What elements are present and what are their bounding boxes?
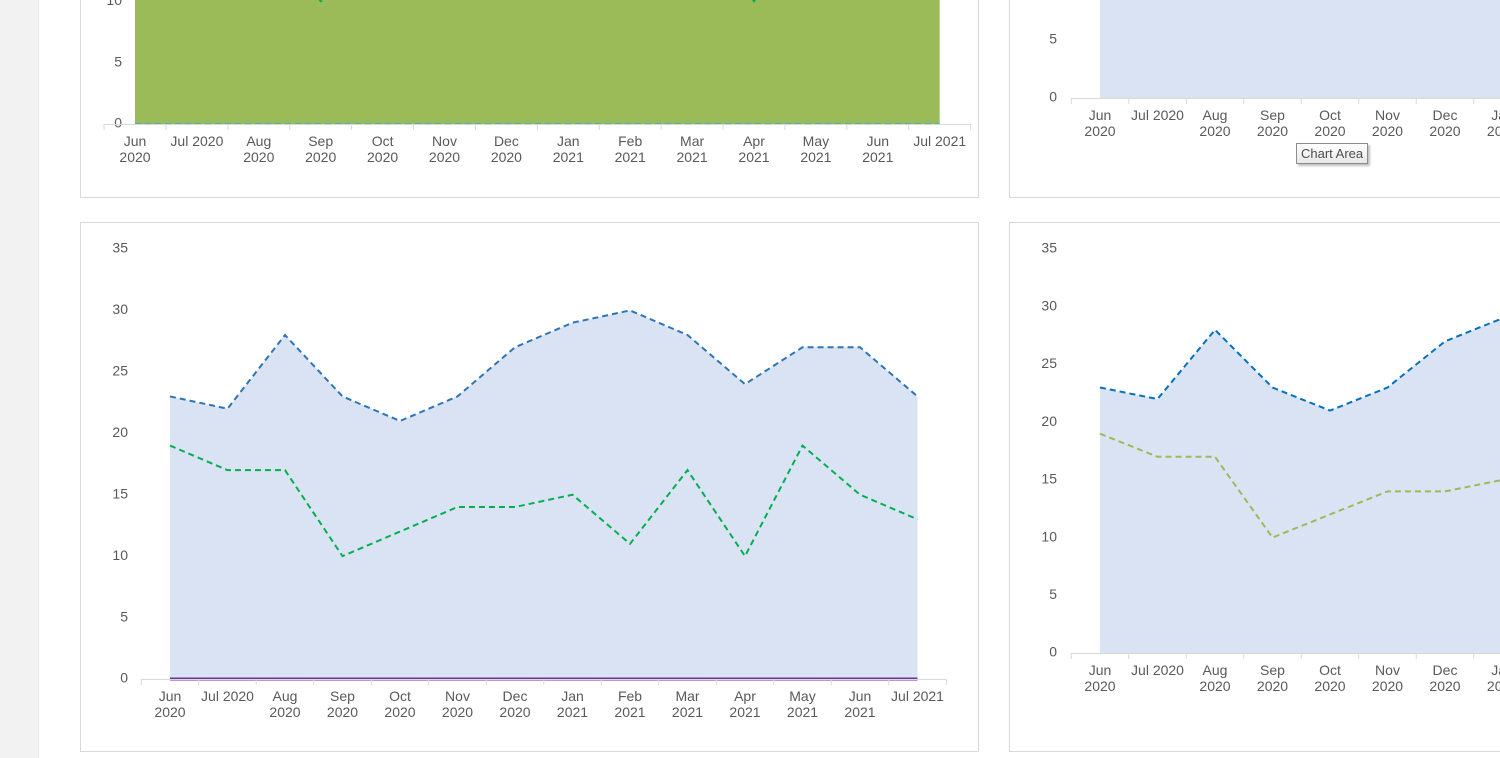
- x-tick-label: Oct 2020: [367, 133, 399, 165]
- y-tick-label: 25: [112, 363, 128, 379]
- x-tick-label: Jul 2021: [891, 688, 944, 704]
- x-tick-label: Jun 2020: [1084, 107, 1116, 139]
- area: [135, 0, 940, 124]
- chart: 0 5 10: [80, 0, 979, 198]
- y-tick-label: 15: [112, 485, 128, 501]
- x-tick-label: Jul 2020: [1131, 662, 1184, 678]
- y-tick-label: 0: [120, 670, 128, 686]
- row-header-strip: [0, 0, 39, 758]
- y-tick-label: 30: [1041, 297, 1057, 313]
- x-tick-label: Dec 2020: [490, 133, 522, 165]
- x-tick-label: Mar 2021: [671, 688, 704, 720]
- series-line: [1099, 432, 1500, 539]
- area: [170, 310, 918, 679]
- y-tick-label: 10: [106, 0, 122, 8]
- x-tick-label: May 2021: [786, 688, 819, 720]
- x-tick-label: May 2021: [800, 133, 832, 165]
- x-tick-label: Aug 2020: [1199, 107, 1231, 139]
- chart: 0 5 10 15 20 25 30 35: [80, 222, 979, 752]
- x-tick-label: Jun 2020: [154, 688, 186, 720]
- y-tick-label: 5: [120, 608, 128, 624]
- x-tick-label: Nov 2020: [428, 133, 461, 165]
- x-tick-label: Dec 2020: [1429, 662, 1461, 694]
- x-tick-label: Sep 2020: [326, 688, 359, 720]
- area: [1100, 0, 1500, 98]
- x-tick-label: Aug 2020: [269, 688, 301, 720]
- x-tick-label: Nov 2020: [441, 688, 474, 720]
- x-tick-label: Dec 2020: [499, 688, 531, 720]
- x-tick-label: Aug 2020: [243, 133, 275, 165]
- area: [1100, 319, 1500, 653]
- x-tick-label: Feb 2021: [614, 688, 646, 720]
- x-tick-label: Jul 2021: [913, 133, 967, 149]
- y-tick-label: 0: [114, 115, 122, 131]
- y-tick-label: 0: [1049, 644, 1057, 660]
- x-tick-label: Sep 2020: [1256, 662, 1289, 694]
- x-tick-label: Jul 2020: [201, 688, 254, 704]
- series-line: [1099, 318, 1500, 412]
- x-tick-label: Jan 2021: [556, 688, 589, 720]
- x-tick-label: Nov 2020: [1371, 107, 1404, 139]
- y-tick-label: 10: [112, 547, 128, 563]
- series-line: [169, 309, 919, 423]
- y-tick-label: 15: [1041, 471, 1057, 487]
- y-tick-label: 5: [114, 53, 122, 69]
- y-tick-label: 35: [1041, 240, 1057, 256]
- x-tick-label: Apr 2021: [729, 688, 761, 720]
- chart: 0 5 10 15 20 25 30 35: [1009, 222, 1500, 752]
- x-tick-label: Jul 2020: [170, 133, 224, 149]
- x-tick-label: Oct 2020: [1314, 107, 1346, 139]
- y-tick-label: 20: [112, 424, 128, 440]
- x-tick-label: Aug 2020: [1199, 662, 1231, 694]
- x-tick-label: Apr 2021: [738, 133, 770, 165]
- tooltip: Chart Area: [1296, 143, 1369, 164]
- x-tick-label: Dec 2020: [1429, 107, 1461, 139]
- y-tick-label: 35: [112, 240, 128, 256]
- series-line: [169, 443, 918, 559]
- x-tick-label: Jan 2021: [552, 133, 584, 165]
- x-tick-label: Sep 2020: [1256, 107, 1289, 139]
- chart: 05: [1009, 0, 1500, 198]
- x-tick-label: Jun 2020: [1084, 662, 1116, 694]
- x-tick-label: Jun 2021: [862, 133, 894, 165]
- x-tick-label: Sep 2020: [305, 133, 337, 165]
- y-tick-label: 0: [1049, 89, 1057, 105]
- y-tick-label: 10: [1041, 528, 1057, 544]
- x-tick-label: Oct 2020: [1314, 662, 1346, 694]
- y-tick-label: 30: [112, 301, 128, 317]
- x-tick-label: Jan 2021: [1486, 107, 1500, 139]
- x-tick-label: Jul 2020: [1131, 107, 1184, 123]
- x-tick-label: Jun 2021: [844, 688, 876, 720]
- x-tick-label: Mar 2021: [676, 133, 708, 165]
- y-tick-label: 5: [1049, 586, 1057, 602]
- y-tick-label: 5: [1049, 31, 1057, 47]
- x-tick-label: Jan 2021: [1486, 662, 1500, 694]
- x-tick-label: Jun 2020: [119, 133, 151, 165]
- x-tick-label: Oct 2020: [384, 688, 416, 720]
- y-tick-label: 20: [1041, 413, 1057, 429]
- x-tick-label: Feb 2021: [614, 133, 646, 165]
- y-tick-label: 25: [1041, 355, 1057, 371]
- x-tick-label: Nov 2020: [1371, 662, 1404, 694]
